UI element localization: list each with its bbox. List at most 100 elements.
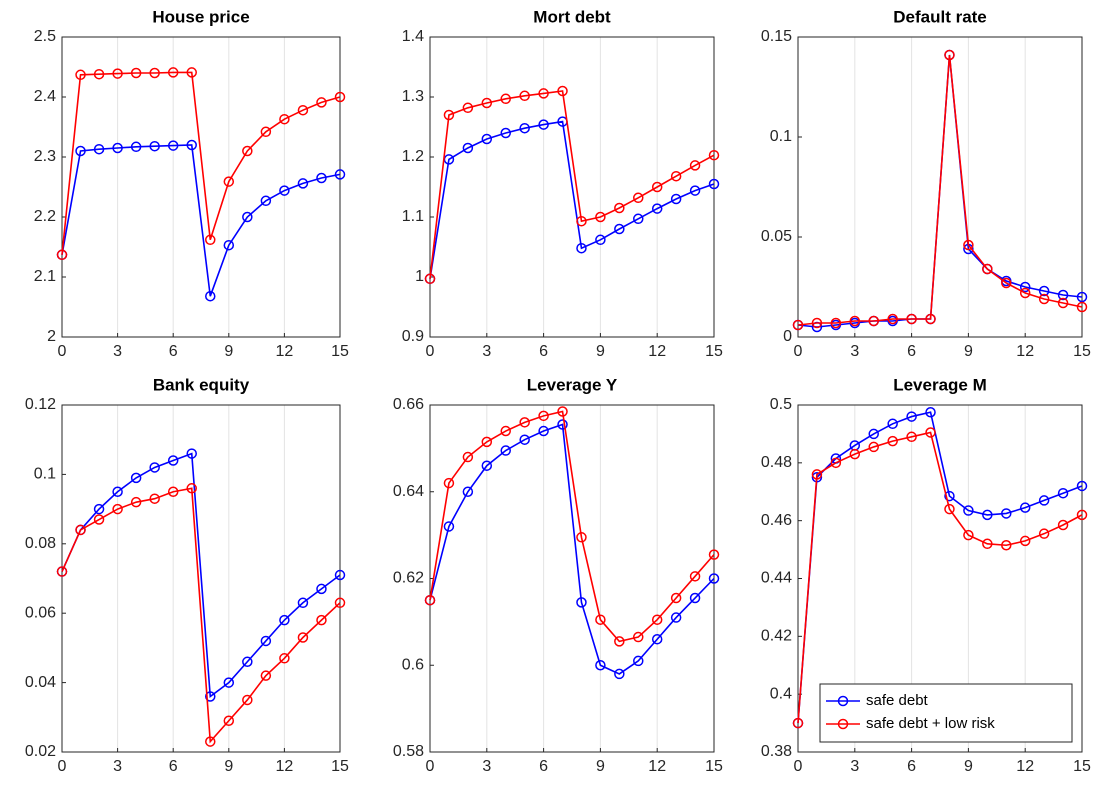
point-marker (519, 417, 530, 428)
y-tick-label: 0.04 (25, 674, 56, 691)
point-marker (811, 317, 823, 329)
point-marker (633, 631, 644, 643)
point-marker (708, 178, 720, 190)
point-marker (689, 571, 701, 582)
x-tick-label: 15 (331, 343, 349, 360)
point-marker (830, 317, 842, 329)
series-line (429, 90, 715, 279)
x-tick-label: 12 (648, 758, 666, 775)
x-tick-label: 6 (169, 758, 178, 775)
point-marker (538, 410, 549, 422)
point-marker (56, 566, 68, 577)
chart-title: Leverage M (893, 375, 987, 394)
point-marker (279, 653, 290, 664)
x-tick-label: 15 (705, 343, 723, 360)
point-marker (242, 145, 253, 157)
x-tick-label: 9 (224, 343, 233, 360)
point-marker (1076, 291, 1088, 303)
y-tick-label: 1.3 (402, 88, 424, 105)
x-tick-label: 12 (648, 343, 666, 360)
point-marker (297, 597, 309, 609)
point-marker (925, 313, 936, 325)
axes-box (797, 36, 1083, 338)
y-tick-label: 2.2 (34, 208, 56, 225)
point-marker (519, 90, 530, 102)
point-marker (205, 290, 216, 302)
point-marker (167, 67, 179, 78)
point-marker (849, 448, 861, 460)
point-marker (651, 633, 663, 645)
point-marker (279, 113, 290, 125)
point-marker (462, 451, 474, 463)
point-marker (670, 193, 682, 205)
y-tick-label: 2 (47, 328, 56, 345)
point-marker (186, 483, 197, 494)
point-marker (963, 505, 974, 516)
y-tick-label: 2.3 (34, 148, 56, 165)
point-marker (1019, 502, 1031, 513)
x-tick-label: 9 (224, 758, 233, 775)
point-marker (56, 249, 68, 261)
y-tick-label: 0.15 (761, 28, 792, 45)
x-tick-label: 0 (794, 758, 803, 775)
point-marker (462, 486, 474, 497)
point-marker (205, 736, 216, 747)
point-marker (944, 49, 955, 61)
point-marker (576, 597, 587, 608)
point-marker (462, 102, 474, 114)
chart-title: Default rate (893, 7, 987, 26)
point-marker (443, 109, 455, 121)
point-marker (260, 126, 272, 138)
point-marker (242, 211, 253, 223)
point-marker (925, 427, 936, 438)
point-marker (167, 455, 179, 466)
subplot: 0 3 6 9 12 15 0.38 0.4 0.42 0.44 0.46 0.48 0.5 Levera… (761, 375, 1091, 775)
point-marker (614, 202, 625, 214)
point-marker (1057, 289, 1069, 301)
x-tick-label: 6 (907, 758, 916, 775)
y-tick-label: 0.48 (761, 454, 792, 471)
series-line (429, 423, 715, 675)
point-marker (792, 319, 804, 331)
x-tick-label: 6 (169, 343, 178, 360)
point-marker (334, 91, 346, 103)
point-marker (576, 215, 587, 227)
y-tick-label: 0.05 (761, 228, 792, 245)
y-tick-label: 0.5 (770, 396, 792, 413)
point-marker (500, 425, 511, 437)
plot-area (62, 37, 340, 337)
point-marker (260, 195, 272, 207)
plot-area (430, 405, 714, 752)
point-marker (538, 88, 549, 99)
point-marker (670, 170, 682, 182)
point-marker (708, 549, 720, 560)
y-tick-label: 0.4 (770, 685, 792, 702)
point-marker (519, 122, 530, 134)
point-marker (443, 521, 455, 532)
x-tick-label: 6 (907, 343, 916, 360)
point-marker (481, 436, 493, 448)
point-marker (112, 486, 123, 497)
point-marker (130, 67, 142, 79)
point-marker (297, 104, 309, 116)
y-tick-label: 0.44 (761, 570, 792, 587)
point-marker (223, 677, 235, 688)
y-tick-label: 1.2 (402, 148, 424, 165)
legend-marker (837, 718, 849, 730)
y-tick-label: 2.1 (34, 268, 56, 285)
point-marker (595, 211, 606, 223)
x-tick-label: 0 (794, 343, 803, 360)
point-marker (242, 694, 253, 706)
axes-box (61, 36, 341, 338)
point-marker (906, 313, 917, 325)
y-tick-label: 1.1 (402, 208, 424, 225)
point-marker (1001, 539, 1012, 551)
point-marker (633, 192, 644, 204)
y-tick-label: 0.46 (761, 512, 792, 529)
point-marker (887, 418, 898, 430)
point-marker (149, 462, 160, 473)
series-line (797, 431, 1083, 724)
point-marker (887, 435, 898, 447)
point-marker (130, 472, 142, 484)
point-marker (205, 691, 216, 702)
